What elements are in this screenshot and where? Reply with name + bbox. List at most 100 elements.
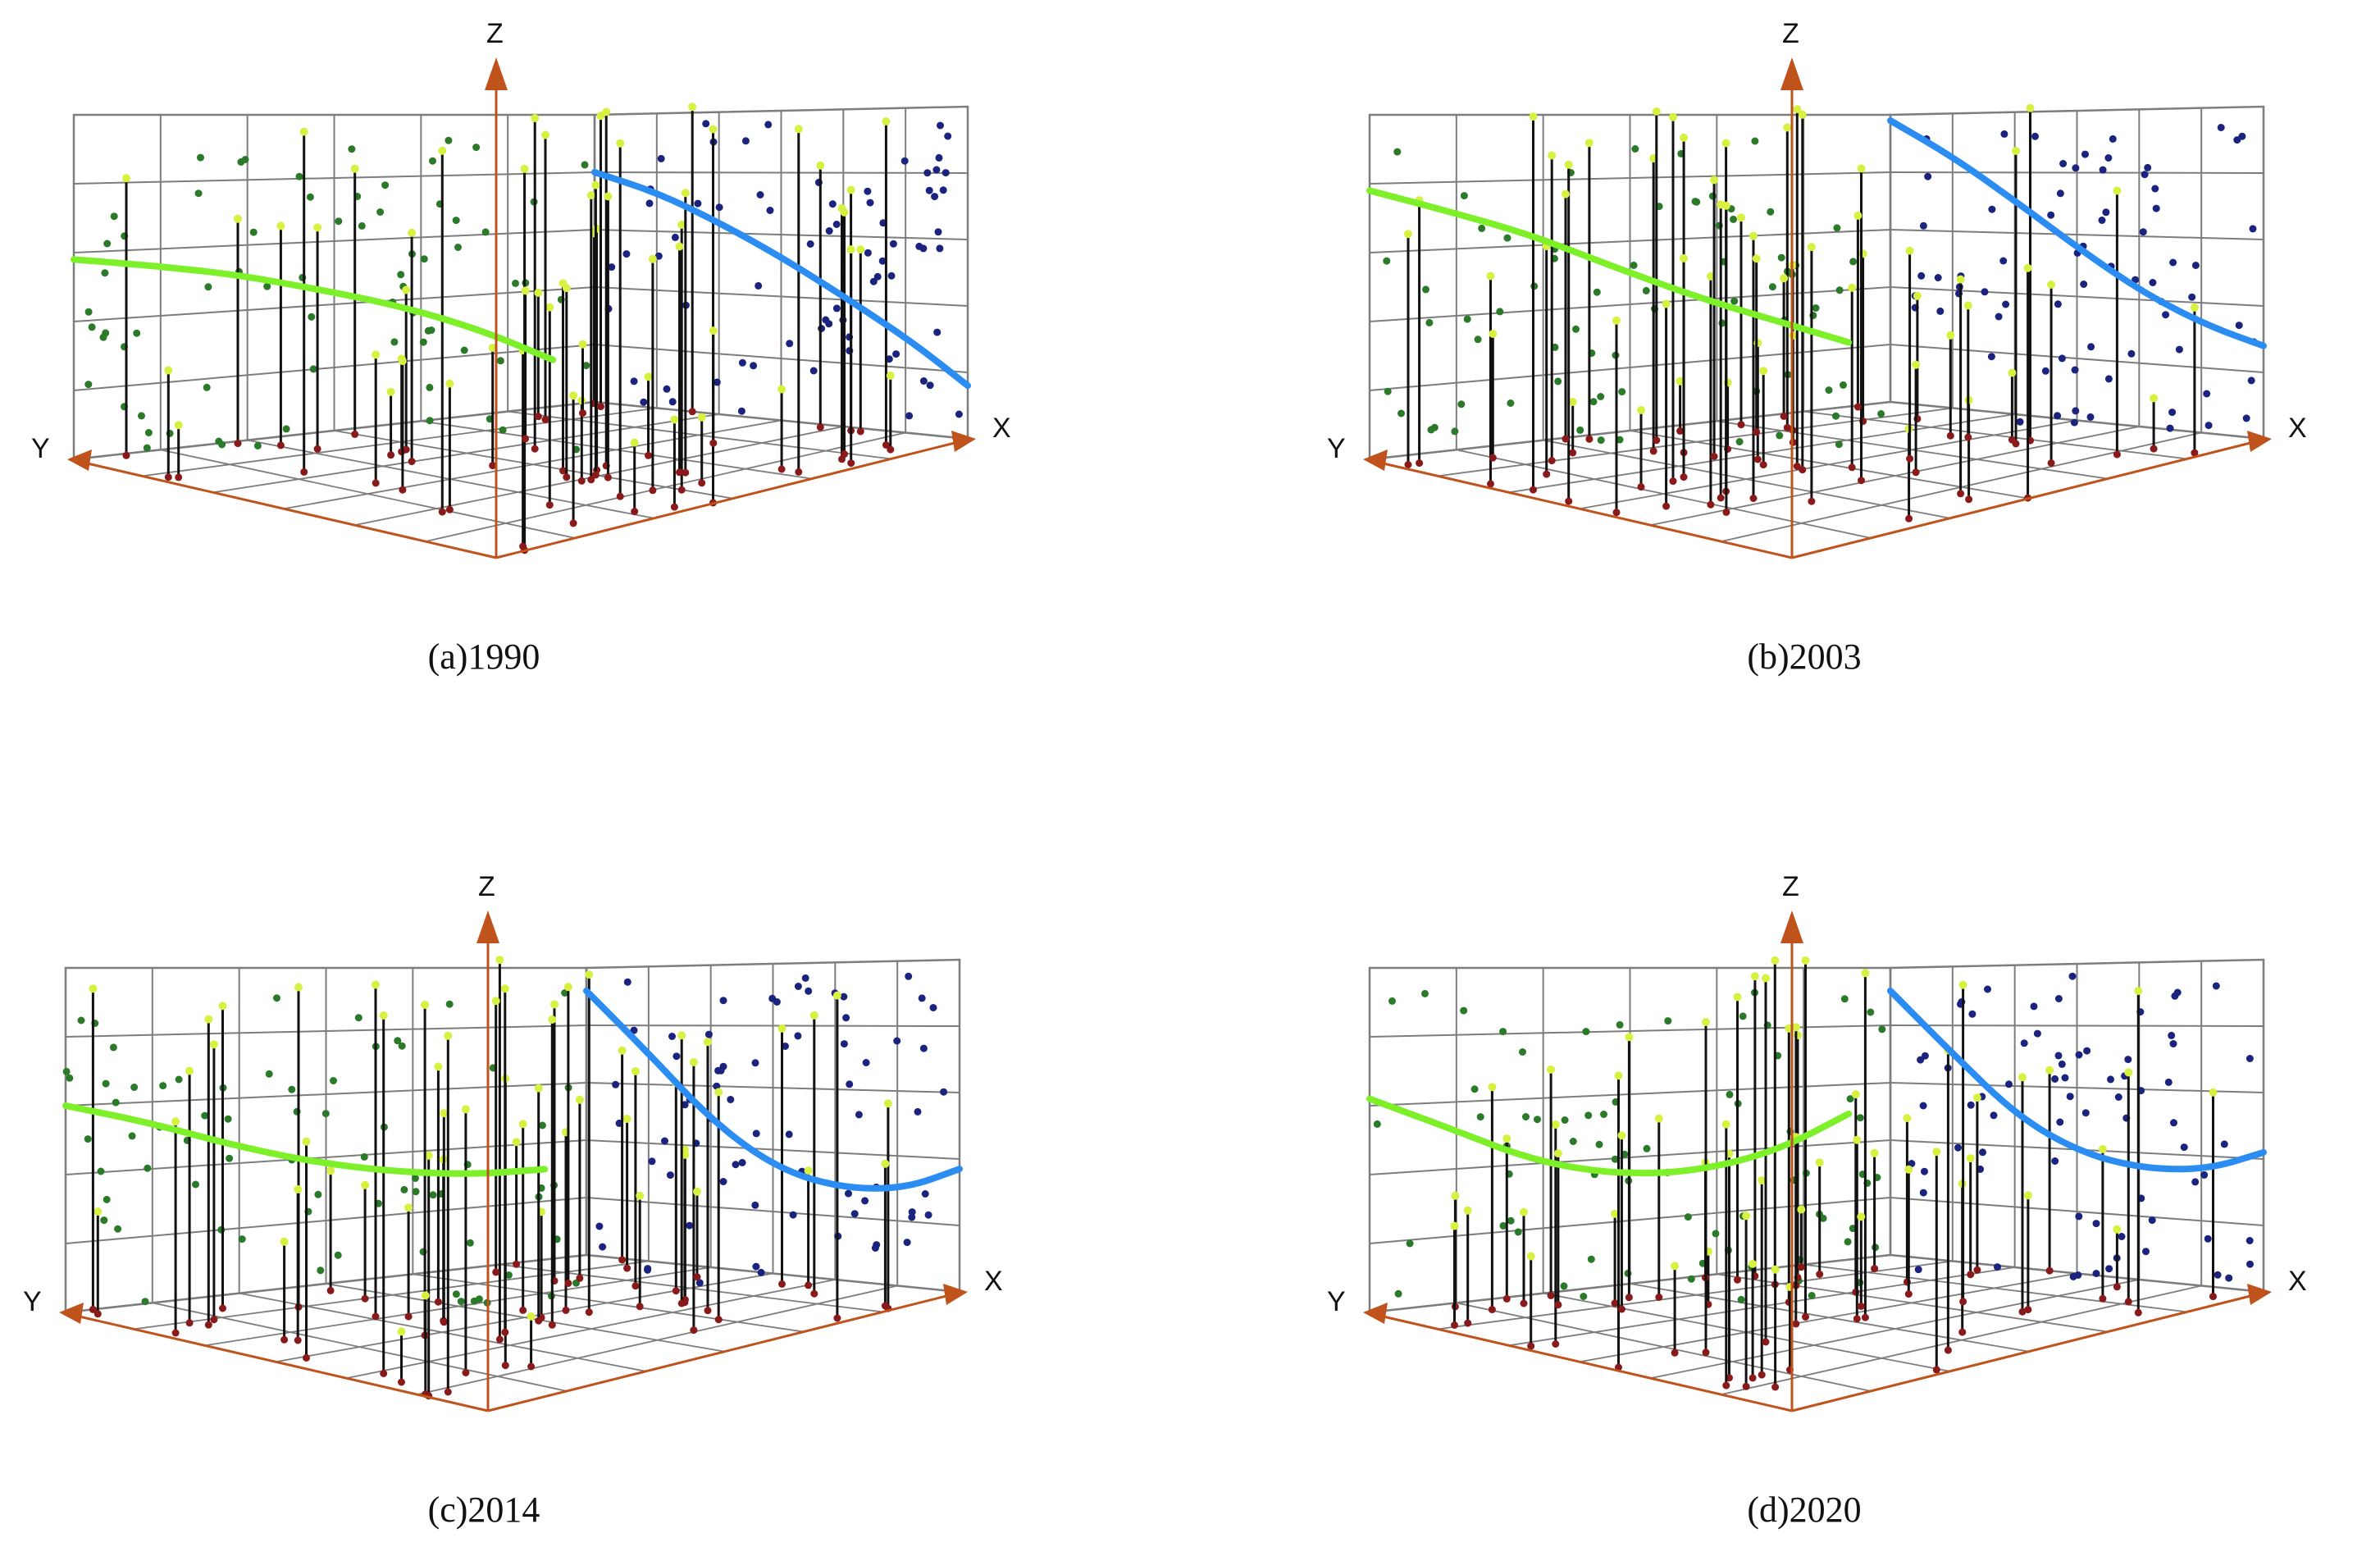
right-scatter-point — [1967, 1101, 1975, 1109]
caption-a: (a)1990 — [427, 637, 540, 677]
left-scatter-point — [1767, 208, 1775, 216]
stem-base — [519, 542, 527, 550]
left-scatter-point — [282, 425, 290, 433]
right-scatter-point — [727, 1096, 735, 1103]
left-scatter-point — [1457, 400, 1466, 408]
stem-base — [1488, 1306, 1496, 1314]
stem-top — [520, 164, 529, 173]
right-scatter-point — [599, 1243, 607, 1251]
right-scatter-point — [2204, 1234, 2212, 1243]
right-scatter-point — [2169, 1040, 2177, 1047]
stem-base — [1722, 508, 1730, 516]
stem-base — [313, 445, 321, 453]
stem-base — [398, 1378, 405, 1386]
right-scatter-point — [2169, 258, 2177, 267]
right-scatter-point — [805, 987, 813, 995]
right-scatter-point — [2054, 1052, 2063, 1060]
right-scatter-point — [933, 328, 942, 336]
stem-top — [2026, 103, 2035, 112]
right-scatter-point — [756, 191, 764, 199]
right-scatter-point — [825, 320, 833, 328]
stem-base — [519, 1306, 527, 1314]
right-scatter-point — [919, 377, 928, 385]
right-scatter-point — [914, 1107, 922, 1116]
stem-base — [1737, 421, 1745, 429]
chart-svg-b: X Y Z — [1327, 18, 2307, 559]
left-scatter-point — [457, 1298, 465, 1306]
stem-top — [586, 191, 595, 199]
left-scatter-point — [1551, 343, 1559, 351]
left-scatter-point — [1846, 1095, 1854, 1103]
stem-base — [676, 468, 683, 477]
stem-base — [234, 440, 242, 448]
z-axis-arrow — [485, 57, 508, 90]
stem-base — [1965, 495, 1973, 504]
stem-top — [856, 245, 865, 254]
stem-top — [1848, 283, 1857, 292]
stem-top — [302, 1137, 311, 1146]
left-scatter-point — [1844, 1238, 1852, 1246]
right-scatter-point — [2124, 1056, 2132, 1064]
stem-base — [585, 1308, 593, 1317]
left-scatter-point — [1751, 137, 1759, 145]
right-scatter-point — [809, 367, 818, 375]
stem-top — [630, 438, 639, 447]
grid-line — [1890, 286, 2264, 307]
left-scatter-point — [419, 338, 427, 346]
right-scatter-point — [2220, 1140, 2228, 1148]
left-scatter-point — [144, 1164, 152, 1172]
stem-base — [841, 450, 848, 459]
right-scatter-point — [741, 137, 750, 145]
left-scatter-point — [1611, 1155, 1619, 1163]
stem-top — [585, 970, 594, 979]
left-scatter-point — [1684, 1213, 1692, 1221]
left-scatter-point — [1616, 436, 1624, 444]
stem-top — [1861, 969, 1870, 978]
right-scatter-point — [2105, 1265, 2113, 1273]
stem-top — [1488, 1083, 1497, 1092]
stem-top — [534, 1084, 543, 1093]
right-scatter-point — [924, 1211, 932, 1219]
right-scatter-point — [750, 362, 758, 370]
right-scatter-point — [2071, 366, 2079, 374]
stem-base — [795, 468, 803, 476]
right-scatter-point — [1936, 307, 1945, 315]
stem-base — [210, 1316, 218, 1324]
stem-base — [372, 479, 380, 487]
right-scatter-point — [2148, 1216, 2156, 1225]
stem-base — [489, 462, 497, 470]
stem-base — [569, 519, 577, 527]
right-scatter-point — [842, 1014, 850, 1022]
right-scatter-point — [719, 1178, 727, 1185]
left-scatter-point — [133, 329, 141, 337]
left-scatter-point — [1726, 1090, 1734, 1098]
right-scatter-point — [903, 1239, 911, 1247]
stem-top — [1652, 107, 1661, 116]
stem-top — [709, 125, 718, 134]
stem-base — [562, 1306, 570, 1314]
stem-top — [491, 997, 500, 1006]
right-scatter-point — [873, 272, 882, 281]
floor-grid-line — [1717, 1273, 2107, 1333]
stem-base — [1702, 1348, 1710, 1357]
left-scatter-point — [581, 161, 589, 169]
stem-base — [1451, 1321, 1458, 1329]
left-scatter-point — [1867, 1008, 1875, 1016]
right-scatter-point — [752, 1129, 760, 1138]
left-scatter-point — [97, 1167, 105, 1175]
stem-base — [1957, 490, 1965, 498]
grid-walls — [72, 105, 969, 542]
stem-top — [1798, 110, 1807, 119]
stem-base — [404, 1312, 413, 1321]
stem-base — [326, 1286, 335, 1294]
right-scatter-point — [2056, 1118, 2064, 1126]
right-scatter-point — [623, 978, 631, 986]
stem-top — [438, 146, 447, 155]
right-scatter-point — [2127, 349, 2136, 358]
left-scatter-point — [1616, 1020, 1624, 1029]
left-scatter-point — [496, 357, 504, 365]
stem-base — [1973, 1266, 1981, 1274]
stem-top — [886, 372, 895, 380]
stem-top — [534, 288, 543, 297]
x-axis-arrow — [2247, 1284, 2272, 1305]
